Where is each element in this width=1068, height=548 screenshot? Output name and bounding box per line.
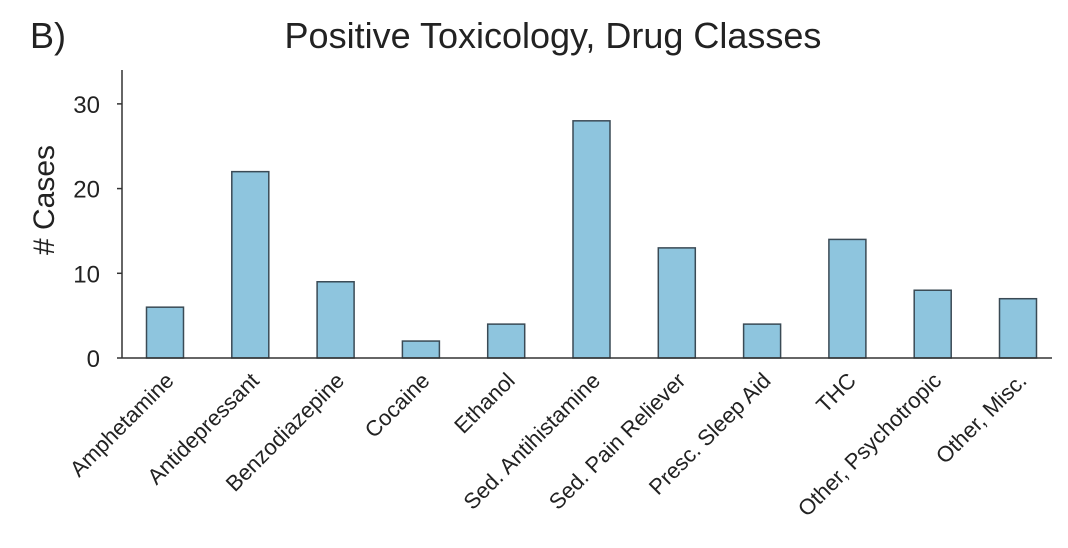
y-axis-ticks: 0 10 20 30 xyxy=(73,92,122,373)
chart-title: Positive Toxicology, Drug Classes xyxy=(285,15,822,56)
bars xyxy=(145,120,1038,359)
x-tick-label: THC xyxy=(811,368,861,418)
bar xyxy=(657,247,697,359)
y-tick-label: 30 xyxy=(73,92,100,119)
bar xyxy=(231,170,270,359)
y-tick-label: 0 xyxy=(87,346,100,373)
bar xyxy=(486,323,526,359)
bar xyxy=(572,120,611,359)
x-tick-label: Other, Psychotropic xyxy=(793,368,946,521)
y-axis-label: # Cases xyxy=(28,145,61,255)
y-tick-label: 10 xyxy=(73,261,100,288)
bar xyxy=(742,323,782,359)
x-tick-label: Cocaine xyxy=(360,368,435,443)
bar xyxy=(998,297,1038,359)
bar xyxy=(828,238,867,359)
bar xyxy=(145,306,185,359)
panel-label: B) xyxy=(30,15,66,56)
bar xyxy=(913,289,952,359)
bar xyxy=(316,281,355,359)
bar xyxy=(401,340,441,359)
x-tick-label: Other, Misc. xyxy=(931,368,1032,469)
x-tick-label: Ethanol xyxy=(449,368,519,438)
y-tick-label: 20 xyxy=(73,177,100,204)
